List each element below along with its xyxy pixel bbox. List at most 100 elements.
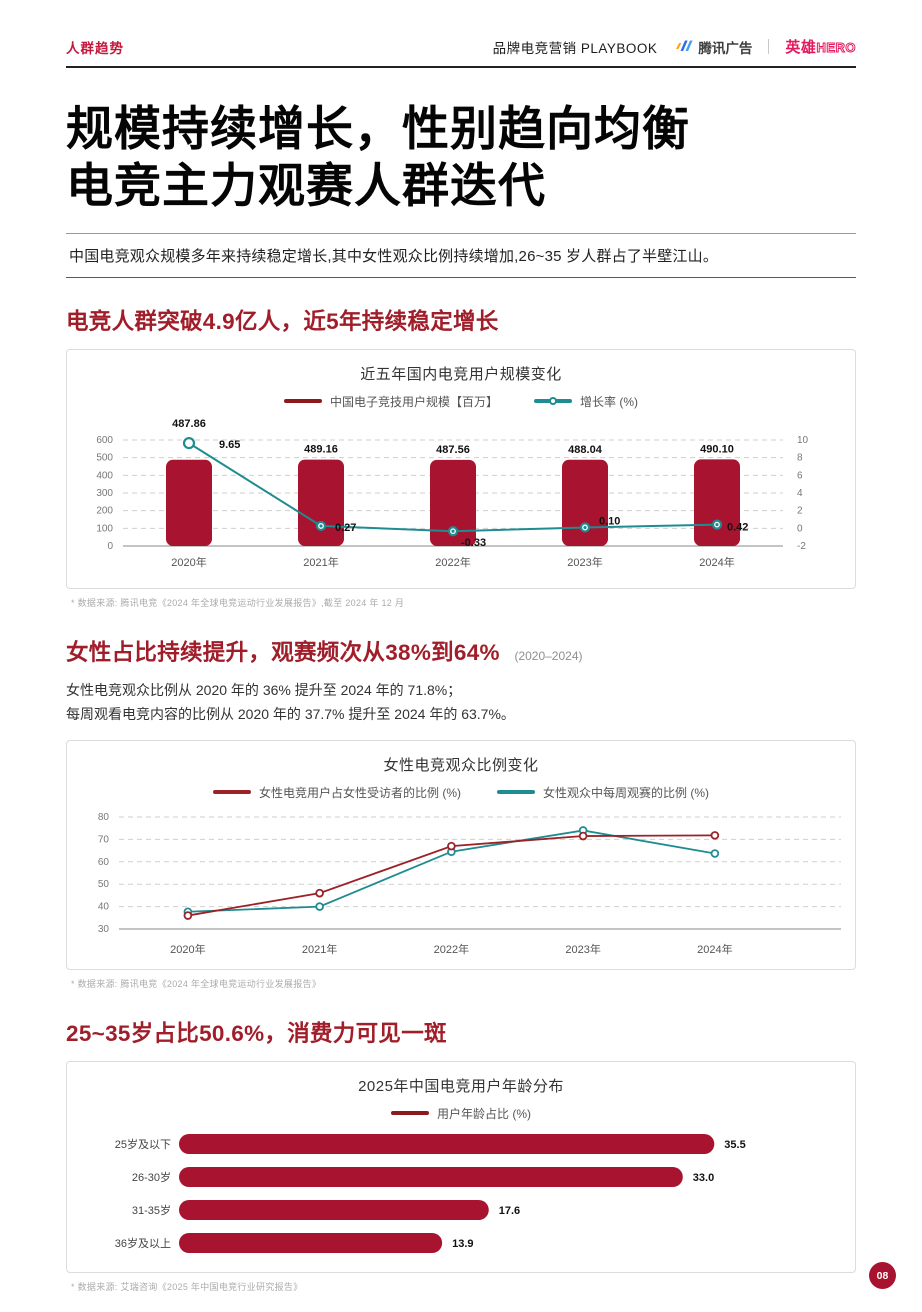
- svg-text:26-30岁: 26-30岁: [132, 1170, 171, 1184]
- svg-text:6: 6: [797, 470, 803, 481]
- chart-card-user-scale: 近五年国内电竞用户规模变化 中国电子竞技用户规模【百万】 增长率 (%) 0 10…: [66, 348, 856, 589]
- svg-text:9.65: 9.65: [219, 439, 240, 451]
- svg-text:13.9: 13.9: [452, 1238, 473, 1250]
- svg-text:2024年: 2024年: [697, 942, 732, 956]
- svg-text:17.6: 17.6: [499, 1205, 520, 1217]
- svg-text:60: 60: [98, 856, 110, 867]
- section2-heading: 女性占比持续提升，观赛频次从38%到64% (2020–2024): [66, 635, 856, 667]
- legend-label: 女性电竞用户占女性受访者的比例 (%): [259, 785, 461, 800]
- section1-source-note: * 数据来源: 腾讯电竞《2024 年全球电竞运动行业发展报告》,截至 2024…: [71, 597, 405, 608]
- chart2-legend: 女性电竞用户占女性受访者的比例 (%) 女性观众中每周观赛的比例 (%): [67, 784, 855, 801]
- svg-text:2024年: 2024年: [699, 555, 734, 569]
- section2-heading-text: 女性占比持续提升，观赛频次从38%到64%: [66, 639, 500, 665]
- svg-text:0.27: 0.27: [335, 522, 356, 534]
- svg-text:4: 4: [797, 488, 803, 499]
- page-title-line1: 规模持续增长，性别趋向均衡: [66, 102, 690, 155]
- page-header: 人群趋势 品牌电竞营销 PLAYBOOK 腾讯广告 英雄HERO: [66, 0, 856, 68]
- svg-text:0: 0: [107, 541, 113, 552]
- legend-item: 女性电竞用户占女性受访者的比例 (%): [213, 784, 461, 801]
- svg-text:36岁及以上: 36岁及以上: [115, 1236, 171, 1250]
- svg-text:0.42: 0.42: [727, 521, 748, 533]
- legend-label: 增长率 (%): [580, 394, 638, 409]
- page-number-badge: 08: [869, 1262, 896, 1289]
- section2-heading-suffix: (2020–2024): [514, 648, 583, 663]
- header-brands: 品牌电竞营销 PLAYBOOK 腾讯广告 英雄HERO: [493, 36, 856, 57]
- playbook-label: 品牌电竞营销 PLAYBOOK: [492, 40, 658, 56]
- chart2-title: 女性电竞观众比例变化: [383, 756, 539, 774]
- legend-item: 用户年龄占比 (%): [391, 1105, 531, 1122]
- section2-body-line2: 每周观看电竞内容的比例从 2020 年的 37.7% 提升至 2024 年的 6…: [66, 706, 515, 723]
- svg-text:25岁及以下: 25岁及以下: [115, 1137, 171, 1151]
- legend-item: 增长率 (%): [534, 393, 638, 410]
- svg-text:489.16: 489.16: [304, 443, 338, 455]
- chart-card-female-ratio: 女性电竞观众比例变化 女性电竞用户占女性受访者的比例 (%) 女性观众中每周观赛…: [66, 739, 856, 970]
- legend-item: 女性观众中每周观赛的比例 (%): [497, 784, 709, 801]
- legend-marker-dot: [549, 397, 557, 406]
- legend-label: 用户年龄占比 (%): [437, 1106, 531, 1121]
- intro-paragraph: 中国电竞观众规模多年来持续稳定增长,其中女性观众比例持续增加,26~35 岁人群…: [66, 232, 856, 278]
- svg-text:-2: -2: [797, 541, 806, 552]
- legend-swatch: [213, 790, 251, 795]
- tencent-ads-logo: 腾讯广告: [673, 37, 752, 57]
- section2-source-note: * 数据来源: 腾讯电竞《2024 年全球电竞运动行业发展报告》: [71, 978, 322, 989]
- svg-text:70: 70: [98, 834, 110, 845]
- hero-logo-en: HERO: [816, 40, 856, 56]
- svg-text:200: 200: [96, 505, 113, 516]
- legend-swatch: [497, 790, 535, 795]
- hero-logo-cn: 英雄: [785, 39, 817, 56]
- svg-text:0: 0: [797, 523, 803, 534]
- svg-text:35.5: 35.5: [724, 1139, 745, 1151]
- svg-text:2020年: 2020年: [171, 555, 206, 569]
- svg-text:2021年: 2021年: [303, 555, 338, 569]
- header-divider: [768, 39, 770, 54]
- svg-text:80: 80: [98, 812, 110, 823]
- svg-text:2022年: 2022年: [434, 942, 469, 956]
- page-title: 规模持续增长，性别趋向均衡 电竞主力观赛人群迭代: [66, 100, 856, 215]
- section2-body: 女性电竞观众比例从 2020 年的 36% 提升至 2024 年的 71.8%；…: [66, 678, 856, 727]
- svg-text:2021年: 2021年: [302, 942, 337, 956]
- svg-text:30: 30: [98, 924, 110, 935]
- hero-esports-logo: 英雄HERO: [785, 36, 856, 57]
- chart-card-age-distribution: 2025年中国电竞用户年龄分布 用户年龄占比 (%) 25岁及以下 35.5 26-…: [66, 1060, 856, 1273]
- svg-text:487.86: 487.86: [172, 418, 206, 430]
- svg-text:300: 300: [96, 488, 113, 499]
- svg-text:500: 500: [96, 452, 113, 463]
- svg-text:2020年: 2020年: [170, 942, 205, 956]
- svg-text:2: 2: [797, 505, 803, 516]
- svg-text:487.56: 487.56: [436, 444, 470, 456]
- svg-text:40: 40: [98, 901, 110, 912]
- legend-label: 女性观众中每周观赛的比例 (%): [543, 785, 709, 800]
- svg-text:400: 400: [96, 470, 113, 481]
- section3-source-note: * 数据来源: 艾瑞咨询《2025 年中国电竞行业研究报告》: [71, 1281, 303, 1292]
- chart3-legend: 用户年龄占比 (%): [67, 1105, 855, 1122]
- female-ratio-chart: 30 40 50 60 70 80 2020年 2021年 2022年 2023年 2024年: [67, 805, 855, 963]
- svg-text:-0.33: -0.33: [461, 537, 486, 549]
- svg-text:2022年: 2022年: [435, 555, 470, 569]
- svg-text:31-35岁: 31-35岁: [132, 1203, 171, 1217]
- section2-body-line1: 女性电竞观众比例从 2020 年的 36% 提升至 2024 年的 71.8%；: [66, 681, 462, 698]
- svg-text:488.04: 488.04: [568, 443, 603, 455]
- svg-text:2023年: 2023年: [567, 555, 602, 569]
- tencent-ads-label: 腾讯广告: [698, 40, 753, 56]
- chart1-legend: 中国电子竞技用户规模【百万】 增长率 (%): [67, 393, 855, 410]
- svg-text:10: 10: [797, 435, 809, 446]
- svg-text:100: 100: [96, 523, 113, 534]
- header-section-label: 人群趋势: [66, 40, 124, 56]
- svg-text:33.0: 33.0: [693, 1172, 714, 1184]
- section1-heading: 电竞人群突破4.9亿人，近5年持续稳定增长: [66, 308, 499, 334]
- legend-swatch: [283, 399, 322, 404]
- page-title-line2: 电竞主力观赛人群迭代: [66, 159, 546, 213]
- svg-text:50: 50: [98, 879, 110, 890]
- user-scale-chart: 0 100 200 300 400 500 600 -2 0 2 4 6 8 10 487.86 489.16…: [67, 414, 855, 582]
- svg-text:600: 600: [96, 435, 113, 446]
- legend-item: 中国电子竞技用户规模【百万】: [283, 393, 498, 410]
- chart3-title: 2025年中国电竞用户年龄分布: [358, 1077, 564, 1095]
- legend-swatch: [391, 1111, 429, 1116]
- tencent-slashes-icon: [676, 40, 694, 51]
- svg-text:0.10: 0.10: [599, 515, 620, 527]
- legend-swatch: [534, 397, 572, 406]
- svg-text:8: 8: [797, 452, 803, 463]
- legend-label: 中国电子竞技用户规模【百万】: [329, 394, 498, 409]
- age-distribution-chart: 25岁及以下 35.5 26-30岁 33.0 31-35岁 17.6 36岁及以上 13.9: [67, 1126, 855, 1266]
